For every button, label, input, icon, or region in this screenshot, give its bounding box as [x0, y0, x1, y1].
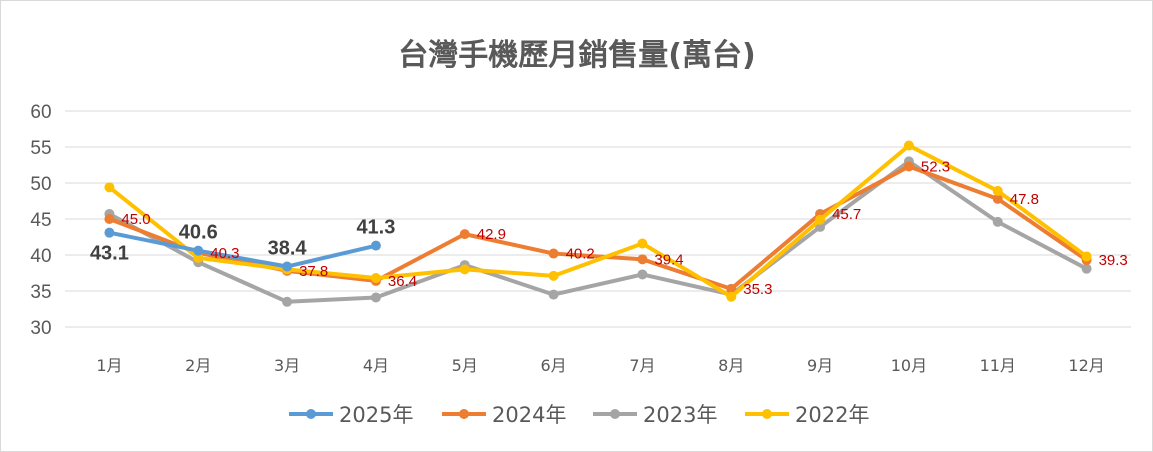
data-point [637, 269, 648, 280]
data-point [1081, 251, 1092, 262]
data-point [282, 261, 293, 272]
x-tick-label: 4月 [363, 356, 389, 375]
data-point [903, 140, 914, 151]
data-point [637, 238, 648, 249]
data-point [815, 214, 826, 225]
y-axis-ticks: 30 35 40 45 50 55 60 [30, 102, 51, 339]
data-label: 39.4 [654, 251, 683, 268]
x-tick-label: 5月 [452, 356, 478, 375]
data-label: 45.7 [832, 206, 861, 223]
x-tick-label: 8月 [718, 356, 744, 375]
grid-lines [65, 110, 1131, 328]
data-point [1081, 263, 1092, 274]
legend-label: 2024年 [492, 403, 566, 427]
data-label: 37.8 [299, 263, 328, 280]
data-point [193, 245, 204, 256]
data-label: 35.3 [743, 281, 772, 298]
data-point [637, 254, 648, 265]
x-tick-label: 3月 [274, 356, 300, 375]
data-point [104, 214, 115, 224]
data-labels: 45.0 40.3 37.8 36.4 42.9 40.2 39.4 35.3 45.7 52.3… [90, 158, 1128, 297]
data-point [282, 296, 293, 307]
x-tick-label: 9月 [807, 356, 833, 375]
data-point [459, 264, 470, 275]
x-tick-label: 6月 [540, 356, 566, 375]
y-tick-label: 55 [30, 138, 51, 159]
x-axis-ticks: 1月 2月 3月 4月 5月 6月 7月 8月 9月 10月 11月 12月 [96, 356, 1104, 375]
data-point [104, 227, 115, 238]
y-tick-label: 45 [30, 210, 51, 231]
legend-label: 2022年 [795, 403, 869, 427]
series-lines [104, 140, 1092, 307]
data-label: 45.0 [121, 211, 150, 228]
x-tick-label: 2月 [185, 356, 211, 375]
legend-label: 2023年 [643, 403, 717, 427]
data-label: 39.3 [1099, 252, 1128, 269]
data-label: 47.8 [1010, 191, 1039, 208]
data-point [992, 185, 1003, 196]
data-point [370, 292, 381, 303]
data-label: 36.4 [388, 273, 417, 290]
series-line [107, 230, 378, 269]
x-tick-label: 12月 [1068, 356, 1104, 375]
data-point [992, 216, 1003, 227]
data-label: 40.6 [179, 222, 218, 244]
x-tick-label: 1月 [96, 356, 122, 375]
legend-label: 2025年 [339, 403, 413, 427]
data-label: 40.2 [566, 246, 595, 263]
y-tick-label: 60 [30, 102, 51, 123]
x-tick-label: 7月 [629, 356, 655, 375]
data-point [548, 270, 559, 281]
x-tick-label: 11月 [980, 356, 1016, 375]
data-point [726, 283, 737, 294]
legend-swatch-marker [459, 409, 469, 419]
data-label: 41.3 [356, 217, 395, 239]
data-point [104, 182, 115, 193]
data-point [548, 289, 559, 300]
legend: 2025年 2024年 2023年 2022年 [289, 403, 869, 427]
series-line [107, 143, 1089, 299]
data-point [193, 252, 204, 263]
series-line [107, 159, 1089, 304]
data-label: 42.9 [477, 226, 506, 243]
data-point [548, 248, 559, 259]
data-label: 40.3 [210, 245, 239, 262]
data-point [992, 193, 1003, 204]
y-tick-label: 35 [30, 282, 51, 303]
data-point [459, 229, 470, 240]
y-tick-label: 40 [30, 246, 51, 267]
chart-title: 台灣手機歷月銷售量(萬台) [398, 38, 755, 73]
data-point [726, 291, 737, 302]
data-label: 38.4 [268, 238, 308, 260]
legend-swatch-marker [762, 409, 772, 419]
legend-swatch-marker [306, 409, 316, 419]
legend-swatch-marker [610, 409, 620, 419]
y-tick-label: 30 [30, 318, 51, 339]
y-tick-label: 50 [30, 174, 51, 195]
x-tick-label: 10月 [891, 356, 927, 375]
data-label: 52.3 [921, 158, 950, 175]
data-label: 43.1 [90, 243, 129, 265]
data-point [370, 240, 381, 251]
data-point [903, 161, 914, 172]
data-point [370, 273, 381, 284]
